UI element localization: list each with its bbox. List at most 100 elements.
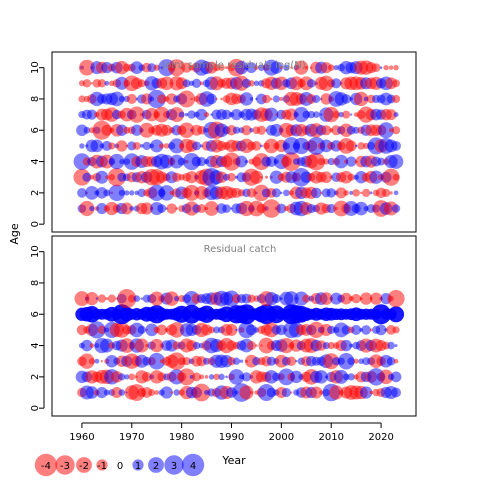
residual-bubble — [104, 80, 110, 86]
residual-bubble — [132, 141, 141, 150]
residual-bubble — [329, 385, 344, 400]
residual-bubble — [249, 170, 264, 184]
residual-bubble — [349, 190, 354, 195]
residual-bubble — [100, 360, 104, 363]
residual-bubble — [262, 94, 271, 104]
residual-bubble — [141, 387, 153, 398]
residual-bubble — [382, 168, 400, 186]
legend-label: -2 — [79, 461, 89, 472]
residual-bubble — [244, 159, 249, 164]
residual-bubble — [390, 371, 402, 383]
residual-bubble — [377, 157, 386, 166]
residual-bubble — [391, 204, 401, 213]
residual-bubble — [148, 352, 166, 370]
residual-bubble — [319, 292, 333, 305]
residual-bubble — [130, 61, 144, 75]
residual-bubble — [353, 91, 369, 107]
residual-bubble — [182, 79, 191, 88]
residual-bubble — [249, 97, 254, 101]
residual-bubble — [118, 189, 125, 196]
residual-bubble — [392, 79, 400, 88]
residual-bubble — [129, 206, 135, 211]
residual-bubble — [241, 372, 252, 382]
y-tick-label: 4 — [30, 158, 41, 164]
residual-bubble — [239, 385, 254, 400]
residual-bubble — [342, 110, 351, 119]
residual-bubble — [281, 152, 301, 171]
residual-bubble — [79, 59, 95, 76]
x-tick-label: 2010 — [319, 432, 344, 443]
residual-bubble — [379, 66, 383, 69]
residual-bubble — [101, 124, 113, 136]
residual-bubble — [158, 185, 175, 201]
residual-bubble — [251, 141, 262, 151]
residual-bubble — [160, 386, 173, 399]
residual-bubble — [278, 368, 295, 386]
residual-bubble — [201, 324, 213, 336]
residual-bubble — [174, 296, 180, 302]
residual-bubble — [124, 190, 130, 196]
residual-bubble — [321, 125, 332, 136]
residual-bubble — [79, 353, 95, 369]
residual-bubble — [139, 122, 155, 138]
residual-bubble — [371, 63, 381, 73]
residual-bubble — [137, 325, 146, 335]
residual-bubble — [278, 337, 294, 354]
y-tick-label: 8 — [30, 280, 41, 286]
residual-bubble — [89, 205, 95, 212]
residual-bubble — [307, 152, 326, 171]
legend-bubble — [164, 455, 184, 475]
residual-bubble — [306, 78, 316, 88]
residual-bubble — [354, 144, 358, 148]
residual-bubble — [333, 65, 339, 71]
residual-bubble — [178, 368, 196, 386]
residual-bubble — [85, 386, 99, 399]
residual-bubble — [341, 325, 351, 335]
residual-bubble — [361, 188, 371, 198]
residual-bubble — [167, 352, 186, 371]
residual-bubble — [235, 155, 248, 168]
residual-bubble — [124, 374, 130, 380]
residual-bubble — [335, 187, 347, 199]
residual-bubble — [246, 324, 257, 336]
legend-label: 1 — [135, 461, 141, 472]
residual-bubble — [323, 106, 339, 123]
residual-bubble — [79, 200, 95, 217]
residual-bubble — [170, 391, 173, 394]
x-tick-label: 1980 — [169, 432, 194, 443]
residual-bubble — [253, 80, 260, 87]
residual-bubble — [235, 328, 238, 332]
residual-bubble — [280, 191, 283, 195]
residual-bubble — [79, 143, 85, 149]
residual-bubble — [96, 187, 108, 199]
y-tick-label: 10 — [30, 245, 41, 258]
residual-bubble — [203, 112, 210, 118]
residual-bubble — [391, 126, 401, 135]
residual-bubble — [197, 204, 207, 214]
residual-bubble — [347, 357, 355, 366]
residual-bubble — [105, 175, 109, 179]
residual-bubble — [232, 357, 241, 365]
residual-bubble — [95, 297, 99, 300]
residual-bubble — [393, 112, 399, 118]
residual-bubble — [320, 62, 332, 74]
x-tick-label: 1990 — [219, 432, 244, 443]
residual-bubble — [77, 188, 87, 198]
residual-bubble — [334, 154, 348, 169]
residual-bubble — [351, 324, 362, 335]
residual-bubble — [109, 91, 125, 107]
residual-bubble — [394, 344, 398, 348]
residual-bubble — [320, 171, 333, 184]
bottom-panel-frame — [51, 235, 417, 417]
residual-bubble — [163, 143, 170, 149]
residual-bubble — [129, 190, 135, 196]
residual-bubble — [222, 204, 231, 213]
residual-bubble — [352, 189, 360, 197]
residual-bubble — [295, 360, 298, 363]
x-tick-label: 1960 — [69, 432, 94, 443]
legend-bubble — [181, 453, 205, 477]
residual-bubble — [378, 122, 395, 139]
residual-bubble — [388, 154, 404, 169]
residual-bubble — [393, 358, 399, 364]
residual-bubble — [96, 202, 108, 215]
